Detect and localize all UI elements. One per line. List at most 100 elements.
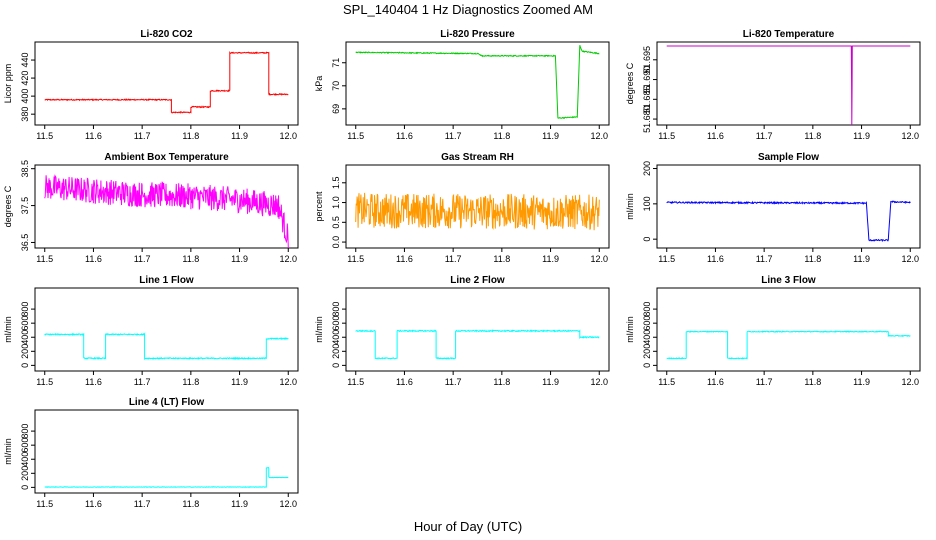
x-tick-label: 11.6 [396, 377, 413, 387]
x-tick-label: 11.6 [85, 131, 102, 141]
y-tick-label: 600 [642, 316, 652, 331]
y-tick-label: 400 [20, 452, 30, 467]
x-tick-label: 11.5 [36, 499, 53, 509]
x-tick-label: 11.8 [182, 131, 199, 141]
y-tick-label: 0 [642, 237, 652, 242]
figure-title: SPL_140404 1 Hz Diagnostics Zoomed AM [343, 2, 593, 17]
x-tick-label: 11.8 [493, 377, 510, 387]
y-tick-label: 70 [331, 81, 341, 91]
y-axis-label: degrees C [625, 62, 635, 104]
plot-box [656, 41, 921, 126]
x-tick-label: 11.9 [542, 131, 559, 141]
y-tick-label: 420 [20, 71, 30, 86]
x-tick-label: 12.0 [279, 254, 297, 264]
x-tick-label: 11.7 [445, 377, 462, 387]
plot-box [345, 164, 610, 249]
x-tick-label: 11.5 [36, 377, 53, 387]
panel-title: Li-820 Temperature [743, 29, 835, 40]
y-axis-label: ml/min [3, 438, 13, 465]
x-tick-label: 11.6 [396, 254, 413, 264]
x-tick-label: 11.8 [182, 499, 199, 509]
panel-title: Li-820 CO2 [140, 29, 193, 40]
y-tick-label: 36.5 [20, 234, 30, 252]
x-tick-label: 12.0 [279, 499, 297, 509]
x-tick-label: 12.0 [590, 377, 608, 387]
y-axis-label: kPa [314, 76, 324, 92]
x-tick-label: 11.7 [134, 254, 151, 264]
y-tick-label: 800 [642, 302, 652, 317]
figure-xlabel: Hour of Day (UTC) [414, 519, 522, 534]
y-tick-label: 51.685 [642, 86, 652, 114]
x-tick-label: 11.8 [804, 254, 821, 264]
panel-title: Line 3 Flow [761, 275, 816, 286]
y-tick-label: 200 [642, 161, 652, 176]
series-line [666, 45, 911, 126]
y-tick-label: 400 [642, 330, 652, 345]
y-tick-label: 0 [20, 485, 30, 490]
panel-title: Gas Stream RH [441, 152, 514, 163]
y-axis-label: percent [314, 191, 324, 222]
x-tick-label: 12.0 [279, 131, 297, 141]
x-tick-label: 11.8 [804, 377, 821, 387]
y-axis-label: ml/min [625, 316, 635, 343]
plot-box [656, 164, 921, 249]
x-tick-label: 11.5 [347, 254, 364, 264]
y-tick-label: 0 [642, 363, 652, 368]
x-tick-label: 11.5 [347, 131, 364, 141]
y-tick-label: 600 [20, 438, 30, 453]
x-tick-label: 11.7 [756, 254, 773, 264]
y-axis-label: Licor ppm [3, 64, 13, 104]
panel-title: Line 1 Flow [139, 275, 194, 286]
x-tick-label: 12.0 [901, 377, 919, 387]
series-line [355, 45, 600, 120]
x-tick-label: 11.5 [36, 131, 53, 141]
y-tick-label: 440 [20, 53, 30, 68]
y-tick-label: 200 [20, 466, 30, 481]
y-tick-label: 71 [331, 58, 341, 68]
y-tick-label: 800 [331, 302, 341, 317]
y-tick-label: 1.0 [331, 196, 341, 209]
y-tick-label: 0 [331, 363, 341, 368]
y-tick-label: 800 [20, 302, 30, 317]
x-tick-label: 11.7 [445, 131, 462, 141]
series-line [44, 332, 289, 361]
series-line [355, 329, 600, 360]
series-line [666, 330, 911, 360]
x-tick-label: 11.8 [182, 254, 199, 264]
plot-box [345, 41, 610, 126]
y-tick-label: 400 [331, 330, 341, 345]
x-tick-label: 11.8 [493, 131, 510, 141]
x-tick-label: 11.8 [493, 254, 510, 264]
x-tick-label: 11.7 [134, 377, 151, 387]
y-tick-label: 51.680 [642, 105, 652, 133]
panel-1: Li-820 CO2 11.5 11.6 11.7 11.8 11.9 12.0 380 400… [3, 29, 299, 141]
y-tick-label: 100 [642, 196, 652, 211]
x-tick-label: 11.8 [182, 377, 199, 387]
y-tick-label: 400 [20, 330, 30, 345]
x-tick-label: 11.5 [36, 254, 53, 264]
y-tick-label: 400 [20, 89, 30, 104]
x-tick-label: 11.9 [542, 377, 559, 387]
x-tick-label: 11.9 [231, 377, 248, 387]
panel-2: Li-820 Pressure 11.5 11.6 11.7 11.8 11.9 12.0 6… [314, 29, 610, 141]
x-tick-label: 12.0 [279, 377, 297, 387]
x-tick-label: 11.7 [445, 254, 462, 264]
y-axis-label: degrees C [3, 185, 13, 227]
panel-title: Li-820 Pressure [440, 29, 515, 40]
x-tick-label: 11.9 [853, 377, 870, 387]
y-tick-label: 800 [20, 424, 30, 439]
panel-title: Line 4 (LT) Flow [129, 397, 205, 408]
y-tick-label: 200 [20, 344, 30, 359]
y-tick-label: 1.5 [331, 177, 341, 190]
x-tick-label: 12.0 [590, 254, 608, 264]
x-tick-label: 11.7 [134, 131, 151, 141]
series-line [44, 50, 289, 114]
x-tick-label: 11.7 [756, 377, 773, 387]
y-tick-label: 0.0 [331, 236, 341, 249]
plot-box [34, 41, 299, 126]
y-tick-label: 600 [20, 316, 30, 331]
panel-8: Line 2 Flow 11.5 11.6 11.7 11.8 11.9 12.0 0 2004… [314, 275, 610, 387]
x-tick-label: 11.9 [853, 254, 870, 264]
panel-6: Sample Flow 11.5 11.6 11.7 11.8 11.9 12.0 0 100 2… [625, 152, 921, 264]
x-tick-label: 11.8 [804, 131, 821, 141]
